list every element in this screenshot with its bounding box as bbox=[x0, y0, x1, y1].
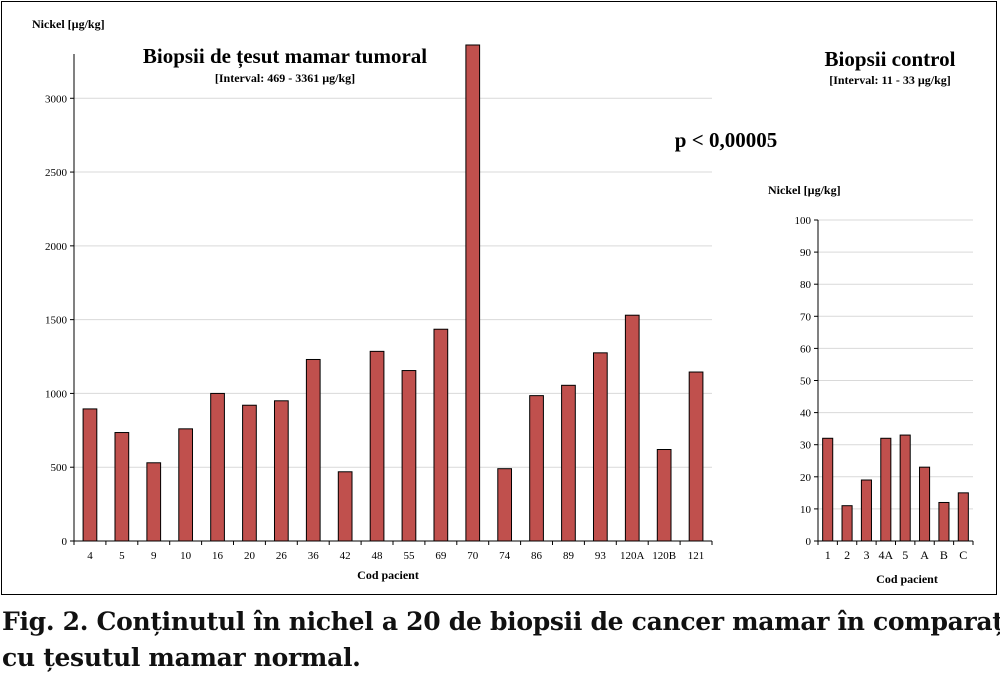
left-chart-y-tick-label: 0 bbox=[62, 536, 68, 548]
left-chart-bar bbox=[592, 352, 608, 542]
right-chart-y-tick-label: 10 bbox=[800, 504, 812, 516]
right-chart-y-tick-label: 30 bbox=[800, 440, 812, 452]
right-chart-title: Biopsii control bbox=[825, 47, 956, 71]
left-chart-bar bbox=[337, 471, 353, 542]
left-chart-y-tick-label: 500 bbox=[51, 462, 68, 474]
right-chart-y-tick-label: 0 bbox=[806, 536, 812, 548]
left-chart-bar bbox=[369, 350, 385, 542]
left-chart-category-label: 55 bbox=[403, 550, 415, 562]
right-chart-y-tick-label: 100 bbox=[795, 215, 812, 227]
left-chart-category-label: 16 bbox=[212, 550, 224, 562]
left-chart-bar bbox=[497, 468, 513, 542]
left-chart-bar bbox=[273, 400, 289, 542]
figure-frame bbox=[1, 1, 997, 595]
left-chart-category-label: 74 bbox=[499, 550, 511, 562]
right-chart-bar bbox=[841, 505, 853, 542]
right-chart-y-tick-label: 90 bbox=[800, 247, 812, 259]
right-chart-bar bbox=[899, 434, 911, 542]
left-chart-category-label: 20 bbox=[244, 550, 256, 562]
left-chart-bar bbox=[82, 408, 98, 542]
left-chart-bar bbox=[146, 462, 162, 542]
right-chart-y-tick-label: 40 bbox=[800, 408, 812, 420]
left-chart-y-tick-label: 1000 bbox=[45, 388, 68, 400]
right-chart-bar bbox=[860, 479, 872, 542]
right-chart-y-tick-label: 80 bbox=[800, 279, 812, 291]
left-chart-bar bbox=[656, 449, 672, 542]
left-chart-plot: 0 500 1000 1500 2000 2500 3000 4 5 9 10 16 20 26 36 42 4… bbox=[45, 44, 713, 562]
right-chart-subtitle: [Interval: 11 - 33 µg/kg] bbox=[829, 73, 951, 87]
left-chart-y-tick-label: 2500 bbox=[45, 167, 68, 179]
left-chart-category-label: 26 bbox=[276, 550, 288, 562]
left-chart-category-label: 69 bbox=[435, 550, 447, 562]
left-chart-category-label: 121 bbox=[688, 550, 705, 562]
left-chart-bar bbox=[465, 44, 481, 542]
left-chart-bar bbox=[210, 392, 225, 542]
left-chart-category-label: 120B bbox=[652, 550, 676, 562]
left-chart-bar bbox=[688, 371, 704, 542]
right-chart-category-label: C bbox=[959, 548, 967, 562]
right-chart-bar bbox=[957, 492, 969, 542]
figure-charts: Nickel [µg/kg] Biopsii de țesut mamar tu… bbox=[32, 17, 974, 586]
right-chart-category-label: 2 bbox=[844, 548, 850, 562]
right-chart-xlabel: Cod pacient bbox=[876, 572, 938, 586]
left-chart-category-label: 5 bbox=[119, 550, 125, 562]
right-chart-bar bbox=[822, 437, 834, 542]
left-chart-category-label: 86 bbox=[531, 550, 543, 562]
left-chart-category-label: 48 bbox=[372, 550, 384, 562]
right-chart-category-label: 5 bbox=[902, 548, 908, 562]
left-chart-bar bbox=[561, 384, 576, 542]
p-value-annotation: p < 0,00005 bbox=[675, 128, 777, 152]
right-chart-category-label: B bbox=[940, 548, 948, 562]
left-chart-bar bbox=[305, 358, 321, 542]
right-chart-ylabel: Nickel [µg/kg] bbox=[768, 183, 841, 197]
left-chart-category-label: 10 bbox=[180, 550, 192, 562]
left-chart-category-label: 120A bbox=[620, 550, 645, 562]
right-chart-y-tick-label: 20 bbox=[800, 472, 812, 484]
left-chart-bar bbox=[114, 432, 130, 542]
left-chart-title: Biopsii de țesut mamar tumoral bbox=[143, 44, 427, 69]
left-chart-category-label: 9 bbox=[151, 550, 157, 562]
caption-line-2: cu țesutul mamar normal. bbox=[2, 643, 361, 672]
right-chart-category-label: 4A bbox=[878, 548, 893, 562]
right-chart-y-tick-label: 70 bbox=[800, 311, 812, 323]
left-chart-bar bbox=[624, 314, 640, 542]
left-chart-bar bbox=[529, 395, 544, 542]
left-chart-category-label: 4 bbox=[87, 550, 93, 562]
left-chart-subtitle: [Interval: 469 - 3361 µg/kg] bbox=[215, 71, 355, 85]
right-chart-bar bbox=[938, 501, 950, 542]
left-chart-category-label: 70 bbox=[467, 550, 479, 562]
left-chart-category-label: 93 bbox=[595, 550, 607, 562]
right-chart-plot: 0 10 20 30 40 50 60 70 80 90 100 1 2 3 4A 5 A B C bbox=[795, 215, 974, 562]
right-chart-y-tick-label: 60 bbox=[800, 343, 812, 355]
caption-line-1: Fig. 2. Conținutul în nichel a 20 de bio… bbox=[2, 607, 1000, 636]
left-chart-y-tick-label: 1500 bbox=[45, 315, 68, 327]
left-chart-category-label: 89 bbox=[563, 550, 575, 562]
right-chart-bar bbox=[880, 437, 892, 542]
left-chart-y-tick-label: 3000 bbox=[45, 93, 68, 105]
left-chart-bar bbox=[242, 404, 257, 542]
left-chart-y-tick-label: 2000 bbox=[45, 241, 68, 253]
left-chart-category-label: 42 bbox=[340, 550, 351, 562]
right-chart-y-tick-label: 50 bbox=[800, 376, 812, 388]
left-chart-ylabel: Nickel [µg/kg] bbox=[32, 17, 105, 31]
left-chart-bar bbox=[178, 428, 194, 542]
left-chart-xlabel: Cod pacient bbox=[357, 568, 419, 582]
figure-caption: Fig. 2. Conținutul în nichel a 20 de bio… bbox=[2, 604, 1000, 676]
right-chart-category-label: 1 bbox=[825, 548, 831, 562]
right-chart-category-label: A bbox=[920, 548, 929, 562]
left-chart-bar bbox=[401, 370, 417, 542]
left-chart-category-label: 36 bbox=[308, 550, 320, 562]
left-chart-bar bbox=[433, 328, 449, 542]
right-chart-category-label: 3 bbox=[863, 548, 869, 562]
right-chart-bar bbox=[919, 466, 931, 542]
